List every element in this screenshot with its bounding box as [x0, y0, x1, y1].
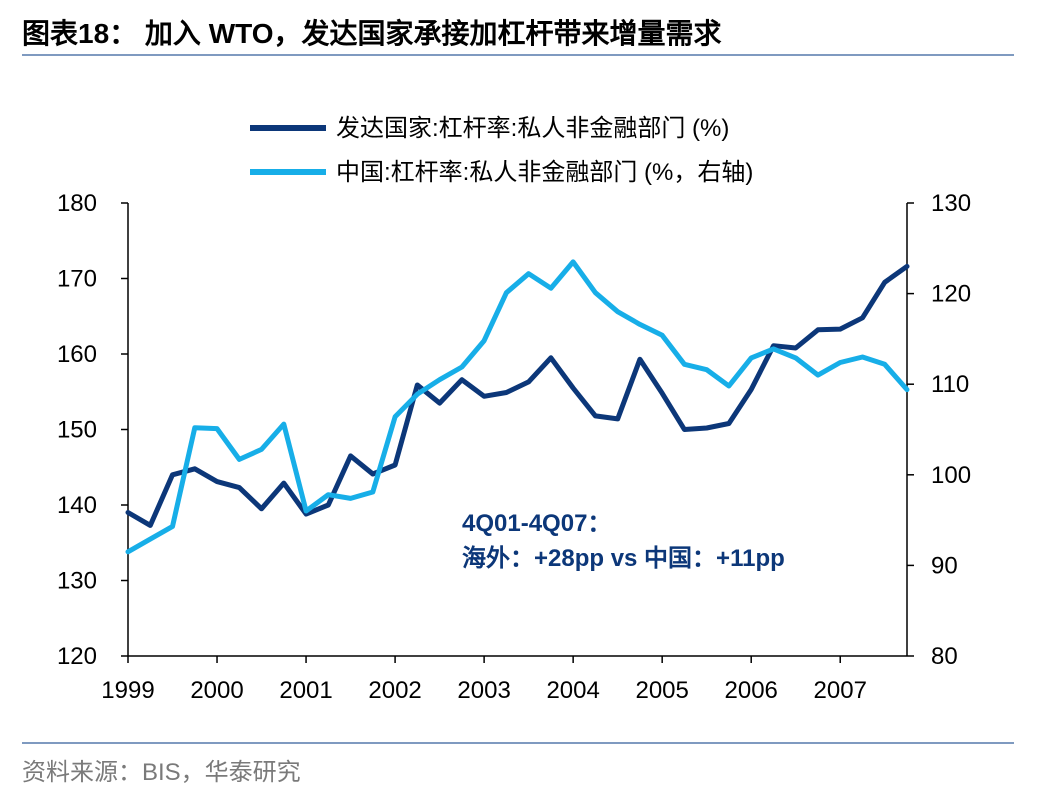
- x-tick-label: 1999: [101, 677, 154, 704]
- y-left-tick-label: 140: [57, 492, 97, 519]
- y-right-tick-label: 120: [931, 281, 971, 308]
- source-text: BIS，华泰研究: [142, 759, 301, 786]
- legend-label: 发达国家:杠杆率:私人非金融部门 (%): [336, 115, 729, 142]
- page-title: 图表18： 加入 WTO，发达国家承接加杠杆带来增量需求: [22, 18, 722, 49]
- x-tick-label: 2001: [279, 677, 332, 704]
- chart-legend: 发达国家:杠杆率:私人非金融部门 (%) 中国:杠杆率:私人非金融部门 (%，右轴…: [250, 115, 753, 186]
- footer-divider: [22, 742, 1014, 744]
- y-right-tick-label: 80: [931, 643, 958, 670]
- x-tick-label: 2005: [635, 677, 688, 704]
- legend-label: 中国:杠杆率:私人非金融部门 (%，右轴): [336, 159, 753, 186]
- x-tick-label: 2004: [546, 677, 599, 704]
- series-line-developed: [125, 263, 910, 528]
- chart-annotation: 4Q01-4Q07： 海外：+28pp vs 中国：+11pp: [462, 510, 785, 572]
- y-left-tick-label: 180: [57, 190, 97, 217]
- x-tick-label: 2002: [368, 677, 421, 704]
- annotation-line-1: 4Q01-4Q07：: [462, 510, 611, 537]
- y-right-tick-label: 130: [931, 190, 971, 217]
- axes-group: 120 130 140 150 160 170 180 80 90 100 110 120 130 199…: [57, 190, 971, 704]
- x-tick-label: 2000: [190, 677, 243, 704]
- series-group: [125, 259, 910, 555]
- annotation-line-2: 海外：+28pp vs 中国：+11pp: [462, 544, 785, 572]
- x-tick-label: 2007: [814, 677, 867, 704]
- source-note: 资料来源：BIS，华泰研究: [22, 752, 301, 787]
- y-left-tick-label: 120: [57, 643, 97, 670]
- x-tick-label: 2003: [457, 677, 510, 704]
- y-left-tick-label: 160: [57, 341, 97, 368]
- y-right-tick-label: 110: [931, 371, 969, 398]
- source-label: 资料来源：: [22, 759, 142, 786]
- y-right-tick-label: 100: [931, 462, 971, 489]
- y-left-tick-label: 170: [57, 266, 97, 293]
- series-line-china: [125, 259, 910, 555]
- y-left-tick-label: 150: [57, 417, 97, 444]
- x-tick-label: 2006: [725, 677, 778, 704]
- title-divider: [22, 54, 1014, 56]
- y-left-tick-label: 130: [57, 568, 97, 595]
- y-right-tick-label: 90: [931, 552, 958, 579]
